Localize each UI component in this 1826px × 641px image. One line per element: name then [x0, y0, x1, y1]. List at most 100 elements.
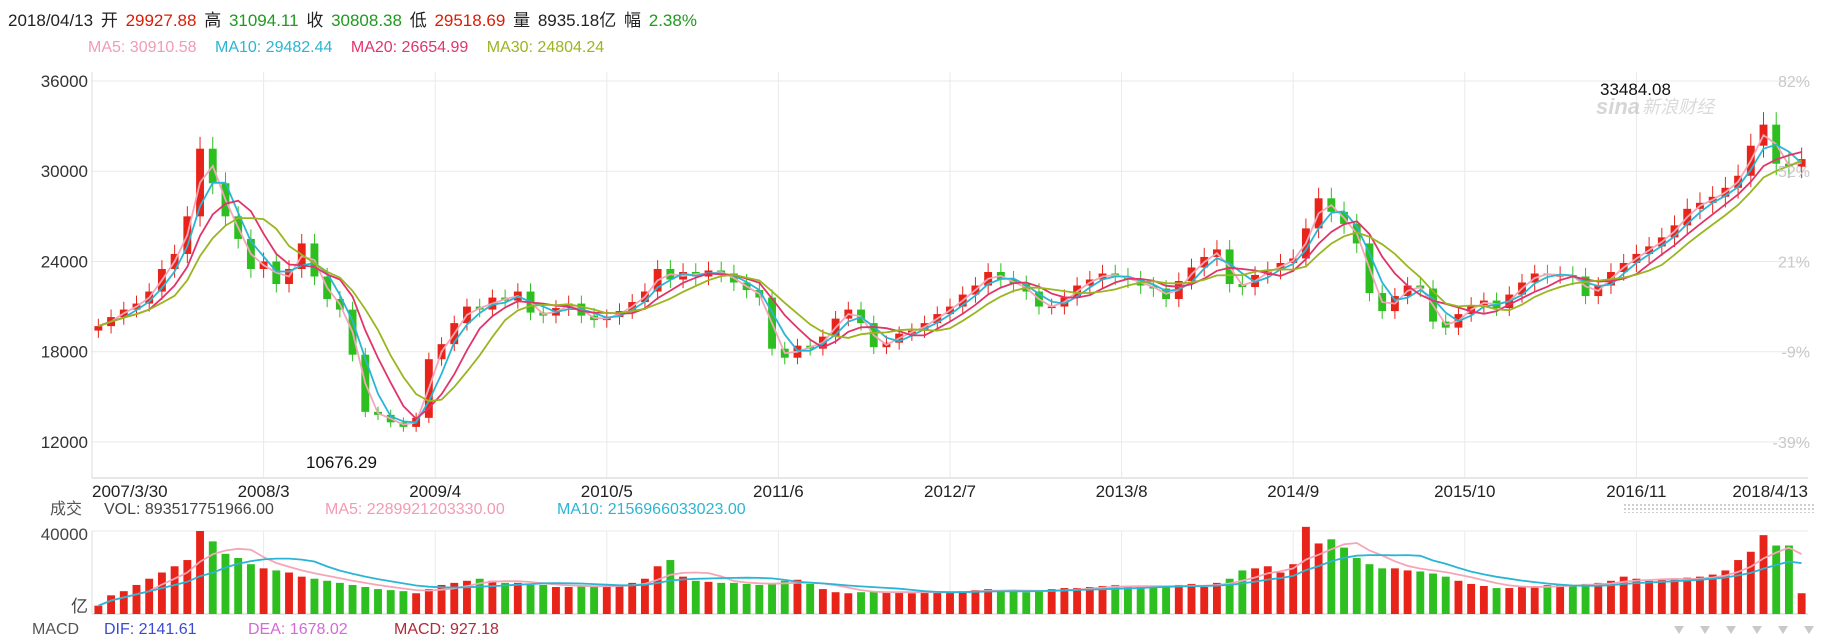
- volume-bar: [1441, 576, 1450, 614]
- candle: [94, 318, 103, 338]
- low-label: 低: [409, 11, 427, 30]
- volume-bar: [1556, 584, 1565, 614]
- volume-bar: [590, 587, 599, 614]
- header-date: 2018/04/13: [8, 11, 94, 30]
- volume-bar: [1352, 557, 1361, 614]
- volume-tick: 40000: [41, 525, 88, 544]
- volume-bar: [450, 582, 459, 614]
- volume-bar: [221, 553, 230, 614]
- volume-bar: [399, 591, 408, 614]
- volume-bars: [94, 526, 1806, 614]
- macd-dea: DEA: 1678.02: [248, 621, 348, 638]
- volume-bar: [1505, 588, 1514, 614]
- volume-bar: [1645, 580, 1654, 614]
- volume-bar: [857, 592, 865, 614]
- volume-bar: [1098, 585, 1107, 614]
- volume-bar: [1797, 593, 1806, 614]
- triangle-marker: [1804, 626, 1814, 634]
- y-tick-label: 24000: [41, 252, 88, 271]
- volume-bar: [157, 572, 166, 614]
- volume-bar: [361, 587, 370, 614]
- volume-bar: [183, 560, 192, 614]
- volume-bar: [1327, 539, 1336, 614]
- x-tick-label: 2014/9: [1267, 482, 1319, 501]
- volume-bar: [1581, 583, 1590, 614]
- candle-body: [94, 326, 103, 331]
- volume-bar: [297, 576, 306, 614]
- volume-bar: [170, 566, 179, 614]
- volume-bar: [844, 593, 853, 614]
- volume-bar: [984, 589, 993, 614]
- volume-bar: [1340, 547, 1348, 614]
- pct-tick-label: -39%: [1773, 435, 1810, 452]
- volume-bar: [818, 589, 827, 614]
- volume-bar: [1403, 570, 1412, 614]
- volume-label: 量: [513, 11, 531, 30]
- volume-bar: [1492, 588, 1501, 614]
- pct-tick-label: 21%: [1778, 254, 1810, 271]
- volume-bar: [526, 584, 535, 614]
- volume-bar: [1085, 587, 1094, 614]
- open-label: 开: [100, 11, 118, 30]
- volume-bar: [1200, 587, 1209, 614]
- volume-bar: [437, 584, 446, 614]
- volume-bar: [1479, 585, 1488, 614]
- x-tick-label: 2009/4: [409, 482, 461, 501]
- volume-bar: [958, 591, 967, 614]
- volume-bar: [1111, 584, 1120, 614]
- volume-bar: [234, 557, 243, 614]
- min-annotation: 10676.29: [306, 453, 377, 472]
- macd-dif: DIF: 2141.61: [104, 621, 197, 638]
- volume-ma10-line: [98, 554, 1802, 607]
- volume-bar: [615, 585, 624, 614]
- x-tick-label: 2008/3: [238, 482, 290, 501]
- volume-bar: [1124, 585, 1132, 614]
- volume-bar: [768, 583, 776, 614]
- volume-bar: [1594, 582, 1603, 614]
- volume-bar: [640, 578, 649, 614]
- ma10-line: [98, 143, 1803, 424]
- volume-bar: [1416, 571, 1425, 614]
- open-value: 29927.88: [125, 11, 197, 30]
- volume-bar: [272, 570, 281, 614]
- pct-tick-label: 52%: [1778, 164, 1810, 181]
- pct-tick-label: -9%: [1782, 345, 1810, 362]
- volume-bar: [1759, 535, 1768, 614]
- volume-bar: [1009, 591, 1018, 614]
- x-tick-label: 2013/8: [1096, 482, 1148, 501]
- ma30-line: [98, 159, 1802, 403]
- volume-bar: [1772, 545, 1781, 614]
- volume-bar: [1734, 560, 1743, 614]
- volume-bar: [831, 592, 840, 614]
- volume-bar: [780, 580, 789, 614]
- scroll-hatch[interactable]: [1622, 503, 1814, 513]
- volume-bar: [996, 590, 1005, 614]
- volume-bar: [196, 531, 204, 614]
- volume-bar: [119, 591, 128, 614]
- volume-bar: [717, 582, 726, 614]
- volume-bar: [1073, 588, 1082, 614]
- volume-bar: [259, 568, 268, 614]
- volume-bar: [386, 590, 395, 614]
- x-tick-label: 2012/7: [924, 482, 976, 501]
- pct-tick-label: 82%: [1778, 74, 1810, 91]
- volume-bar: [1212, 582, 1221, 614]
- volume-bar: [1378, 568, 1387, 614]
- volume-bar: [1657, 579, 1666, 614]
- x-tick-label: 2010/5: [581, 482, 633, 501]
- volume-bar: [1022, 592, 1031, 614]
- volume-bar: [335, 582, 344, 614]
- volume-bar: [704, 581, 713, 614]
- x-tick-label: 2015/10: [1434, 482, 1495, 501]
- volume-bar: [285, 572, 293, 614]
- volume-bar: [246, 564, 255, 614]
- volume-bar: [132, 584, 141, 614]
- triangle-marker: [1778, 626, 1788, 634]
- ma5-line: [98, 133, 1802, 426]
- x-tick-label: 2007/3/30: [92, 482, 168, 501]
- volume-bar: [1136, 587, 1145, 614]
- vol-value: VOL: 893517751966.00: [104, 501, 274, 518]
- volume-bar: [1454, 580, 1463, 614]
- volume-bar: [1784, 545, 1793, 614]
